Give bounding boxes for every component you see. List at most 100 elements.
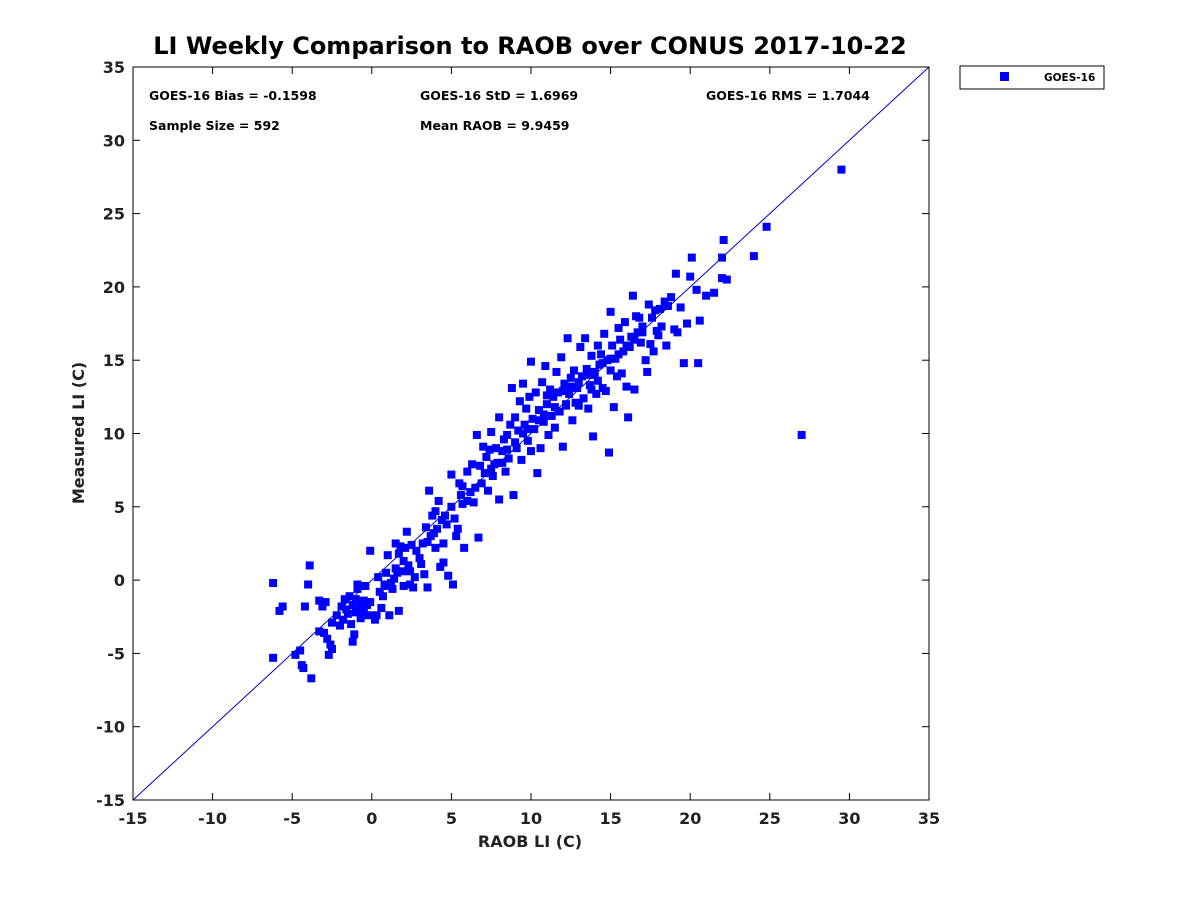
data-point bbox=[477, 479, 486, 488]
legend-marker bbox=[1000, 72, 1009, 81]
data-point bbox=[418, 539, 427, 548]
data-point bbox=[552, 367, 561, 376]
data-point bbox=[412, 546, 421, 555]
data-point bbox=[797, 430, 806, 439]
data-point bbox=[587, 351, 596, 360]
data-point bbox=[550, 403, 559, 412]
data-point bbox=[480, 469, 489, 478]
data-point bbox=[534, 406, 543, 415]
data-point bbox=[590, 367, 599, 376]
data-point bbox=[383, 551, 392, 560]
y-tick-label: -15 bbox=[96, 791, 125, 810]
data-point bbox=[609, 403, 618, 412]
data-point bbox=[315, 627, 324, 636]
data-point bbox=[472, 430, 481, 439]
data-point bbox=[530, 425, 539, 434]
data-point bbox=[523, 425, 532, 434]
data-point bbox=[592, 389, 601, 398]
data-point bbox=[420, 570, 429, 579]
x-tick-label: 15 bbox=[599, 809, 621, 828]
data-point bbox=[495, 495, 504, 504]
data-point bbox=[655, 304, 664, 313]
x-tick-label: -15 bbox=[119, 809, 148, 828]
data-point bbox=[423, 537, 432, 546]
data-point bbox=[519, 379, 528, 388]
data-point bbox=[485, 445, 494, 454]
data-point bbox=[598, 359, 607, 368]
data-point bbox=[498, 458, 507, 467]
data-point bbox=[278, 602, 287, 611]
data-point bbox=[417, 559, 426, 568]
data-point bbox=[616, 335, 625, 344]
data-point bbox=[525, 392, 534, 401]
data-point bbox=[409, 583, 418, 592]
data-point bbox=[630, 335, 639, 344]
data-point bbox=[574, 401, 583, 410]
data-point bbox=[304, 580, 313, 589]
y-tick-label: -5 bbox=[107, 644, 125, 663]
data-point bbox=[614, 350, 623, 359]
data-point bbox=[527, 357, 535, 366]
data-point bbox=[587, 385, 596, 394]
data-point bbox=[660, 297, 669, 306]
y-tick-label: 30 bbox=[103, 131, 125, 150]
data-point bbox=[463, 496, 472, 505]
data-point bbox=[359, 608, 368, 617]
x-tick-label: 5 bbox=[446, 809, 457, 828]
y-tick-label: 35 bbox=[103, 58, 125, 77]
x-tick-label: 10 bbox=[520, 809, 542, 828]
data-point bbox=[519, 429, 528, 438]
data-point bbox=[385, 611, 394, 620]
x-axis: -15 -10 -5 0 5 10 15 20 25 30 35 bbox=[119, 67, 940, 828]
data-point bbox=[527, 447, 535, 456]
data-point bbox=[358, 603, 367, 612]
data-point bbox=[608, 341, 617, 350]
data-point bbox=[343, 609, 352, 618]
data-point bbox=[366, 546, 375, 555]
data-point bbox=[568, 416, 577, 425]
data-point bbox=[491, 444, 500, 453]
data-point bbox=[431, 507, 440, 516]
data-point bbox=[511, 413, 520, 422]
data-point bbox=[402, 527, 411, 536]
data-point bbox=[350, 630, 359, 639]
data-point bbox=[647, 313, 656, 322]
data-point bbox=[541, 362, 550, 371]
data-point bbox=[372, 611, 381, 620]
data-point bbox=[320, 628, 329, 637]
data-point bbox=[482, 452, 491, 461]
data-point bbox=[437, 515, 446, 524]
data-point bbox=[837, 165, 846, 174]
data-point bbox=[676, 303, 685, 312]
data-point bbox=[460, 543, 469, 552]
data-point bbox=[410, 573, 419, 582]
data-point bbox=[710, 288, 719, 297]
data-point bbox=[335, 621, 344, 630]
data-point bbox=[428, 511, 437, 520]
data-point bbox=[619, 347, 628, 356]
y-axis-label: Measured LI (C) bbox=[69, 362, 88, 504]
data-point bbox=[569, 366, 578, 375]
x-tick-label: 35 bbox=[918, 809, 940, 828]
data-point bbox=[520, 420, 529, 429]
data-point bbox=[407, 540, 416, 549]
data-point bbox=[401, 543, 410, 552]
x-tick-label: 0 bbox=[366, 809, 377, 828]
data-point bbox=[687, 253, 696, 262]
data-point bbox=[307, 674, 316, 683]
data-point bbox=[582, 370, 591, 379]
chart-title: LI Weekly Comparison to RAOB over CONUS … bbox=[153, 32, 906, 60]
data-point bbox=[345, 592, 354, 601]
data-point bbox=[762, 222, 771, 231]
data-point bbox=[557, 353, 566, 362]
data-point bbox=[563, 334, 572, 343]
rms-annotation: GOES-16 RMS = 1.7044 bbox=[706, 88, 870, 103]
data-point bbox=[554, 388, 563, 397]
data-point bbox=[439, 539, 448, 548]
data-point bbox=[538, 378, 547, 387]
data-point bbox=[453, 524, 462, 533]
data-point bbox=[390, 574, 399, 583]
data-point bbox=[315, 596, 324, 605]
one-to-one-line bbox=[132, 66, 930, 801]
legend-box bbox=[959, 65, 1105, 90]
